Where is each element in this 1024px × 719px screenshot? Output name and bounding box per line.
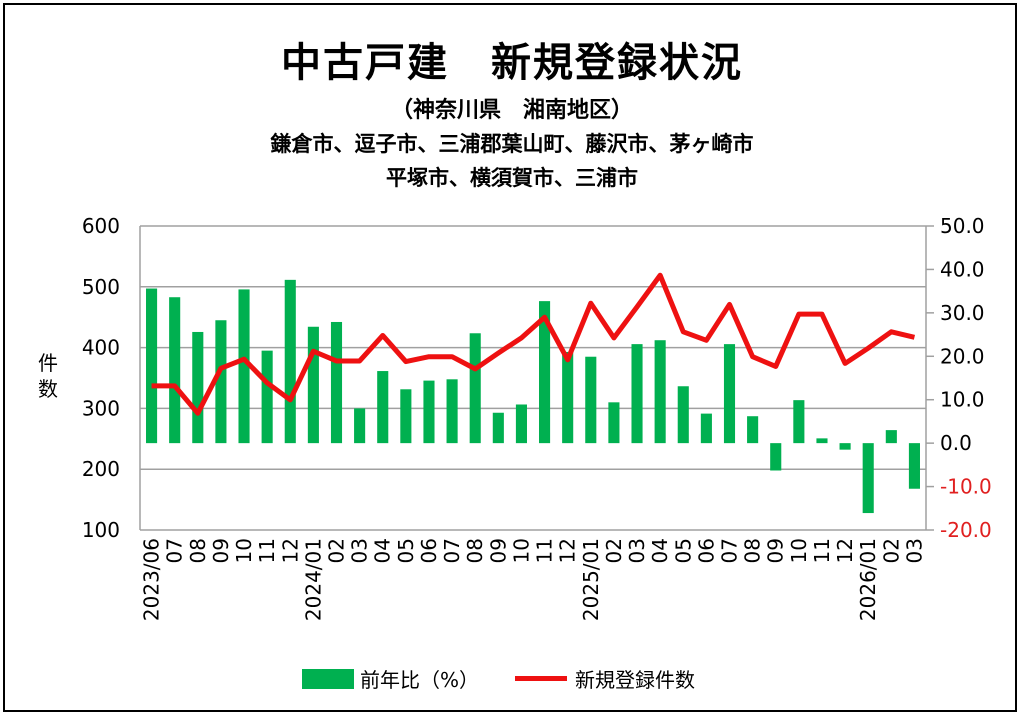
bar-yoy bbox=[539, 301, 551, 444]
bar-yoy bbox=[770, 443, 782, 471]
x-tick-label: 2023/06 bbox=[140, 538, 164, 621]
bar-yoy bbox=[723, 344, 736, 444]
y-right-tick-label: 30.0 bbox=[940, 301, 985, 325]
bar-yoy bbox=[677, 386, 689, 444]
x-tick-label: 05 bbox=[671, 538, 695, 563]
y-axis-label: 件数 bbox=[38, 351, 58, 401]
bar-yoy bbox=[747, 416, 759, 444]
y-right-tick-label: -10.0 bbox=[940, 475, 992, 499]
bar-yoy bbox=[585, 356, 597, 444]
x-tick-label: 07 bbox=[718, 538, 742, 563]
bar-yoy bbox=[816, 438, 828, 444]
x-tick-label: 2026/01 bbox=[856, 538, 880, 621]
bar-yoy bbox=[284, 279, 296, 444]
legend-item-line: 新規登録件数 bbox=[515, 664, 695, 693]
bar-yoy bbox=[839, 443, 851, 450]
chart-title: 中古戸建 新規登録状況 bbox=[281, 40, 743, 86]
x-tick-label: 02 bbox=[325, 538, 349, 563]
bar-yoy bbox=[446, 379, 458, 444]
line-new-listings bbox=[151, 272, 916, 416]
y-left-tick-label: 600 bbox=[82, 214, 120, 238]
y-right-tick-label: 50.0 bbox=[940, 214, 985, 238]
bar-yoy bbox=[192, 331, 204, 444]
chart-subtitle-cities-1: 鎌倉市、逗子市、三浦郡葉山町、藤沢市、茅ヶ崎市 bbox=[270, 132, 754, 156]
x-tick-label: 03 bbox=[348, 538, 372, 563]
bar-yoy bbox=[146, 288, 158, 444]
y-right-tick-label: 10.0 bbox=[940, 388, 985, 412]
legend-item-bar: 前年比（%） bbox=[302, 664, 479, 693]
x-tick-label: 12 bbox=[278, 538, 302, 563]
x-tick-label: 06 bbox=[417, 538, 441, 563]
x-tick-label: 07 bbox=[440, 538, 464, 563]
x-tick-label: 06 bbox=[694, 538, 718, 563]
x-tick-label: 10 bbox=[232, 538, 256, 563]
bar-yoy bbox=[515, 404, 527, 444]
bar-yoy bbox=[354, 408, 366, 444]
x-tick-label: 09 bbox=[764, 538, 788, 563]
x-tick-label: 10 bbox=[787, 538, 811, 563]
x-tick-label: 08 bbox=[741, 538, 765, 563]
bar-yoy bbox=[423, 380, 435, 444]
y-left-tick-label: 500 bbox=[82, 275, 120, 299]
y-left-tick-label: 300 bbox=[82, 396, 120, 420]
y-right-tick-label: 0.0 bbox=[940, 431, 972, 455]
x-tick-label: 03 bbox=[625, 538, 649, 563]
legend-line-swatch bbox=[515, 676, 567, 681]
x-tick-label: 08 bbox=[463, 538, 487, 563]
bar-yoy bbox=[562, 351, 574, 444]
bar-yoy bbox=[793, 400, 805, 444]
bar-yoy bbox=[261, 350, 273, 444]
chart-frame bbox=[3, 3, 1017, 712]
x-tick-label: 12 bbox=[556, 538, 580, 563]
legend-line-label: 新規登録件数 bbox=[575, 668, 695, 692]
bar-yoy bbox=[400, 389, 412, 444]
bar-yoy bbox=[608, 402, 620, 444]
x-tick-label: 09 bbox=[209, 538, 233, 563]
y-right-tick-label: -20.0 bbox=[940, 518, 992, 542]
y-right-tick-label: 40.0 bbox=[940, 257, 985, 281]
y-left-tick-label: 400 bbox=[82, 336, 120, 360]
x-tick-label: 11 bbox=[533, 538, 557, 563]
bar-yoy bbox=[631, 344, 643, 444]
bar-yoy bbox=[908, 443, 920, 489]
legend-bar-label: 前年比（%） bbox=[360, 668, 480, 692]
y-right-tick-label: 20.0 bbox=[940, 344, 985, 368]
legend-bar-swatch bbox=[302, 668, 354, 689]
y-left-tick-label: 100 bbox=[82, 518, 120, 542]
x-tick-label: 02 bbox=[602, 538, 626, 563]
x-tick-label: 2024/01 bbox=[301, 538, 325, 621]
bar-yoy bbox=[169, 297, 181, 444]
bar-yoy bbox=[215, 320, 227, 444]
bar-yoy bbox=[700, 413, 712, 444]
bar-yoy bbox=[654, 340, 666, 444]
x-tick-label: 2025/01 bbox=[579, 538, 603, 621]
x-tick-label: 10 bbox=[509, 538, 533, 563]
bar-yoy bbox=[862, 443, 874, 514]
chart-subtitle-region: （神奈川県 湘南地区） bbox=[390, 98, 633, 123]
x-tick-label: 05 bbox=[394, 538, 418, 563]
y-left-tick-label: 200 bbox=[82, 457, 120, 481]
x-tick-label: 08 bbox=[186, 538, 210, 563]
x-tick-label: 04 bbox=[648, 538, 672, 563]
x-tick-label: 02 bbox=[879, 538, 903, 563]
bar-yoy bbox=[469, 333, 481, 444]
bar-yoy bbox=[238, 289, 250, 444]
bar-yoy bbox=[885, 430, 897, 444]
bar-yoy bbox=[330, 321, 343, 444]
x-tick-label: 11 bbox=[255, 538, 279, 563]
x-tick-label: 07 bbox=[163, 538, 187, 563]
x-tick-label: 12 bbox=[833, 538, 857, 563]
bar-yoy bbox=[377, 371, 389, 444]
chart-subtitle-cities-2: 平塚市、横須賀市、三浦市 bbox=[386, 166, 638, 190]
bar-yoy bbox=[492, 412, 504, 444]
bar-yoy bbox=[307, 326, 319, 444]
x-tick-label: 11 bbox=[810, 538, 834, 563]
x-tick-label: 03 bbox=[902, 538, 926, 563]
x-tick-label: 04 bbox=[371, 538, 395, 563]
x-tick-label: 09 bbox=[486, 538, 510, 563]
